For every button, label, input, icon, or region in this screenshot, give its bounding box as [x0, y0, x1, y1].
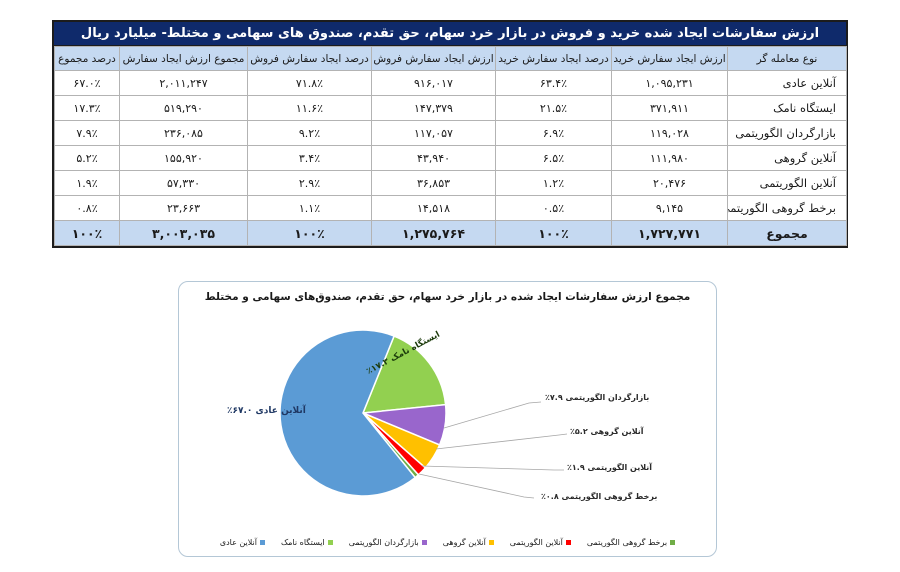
sell-value-cell: ۱۱۷,۰۵۷ — [371, 120, 496, 146]
slice-label-online-normal: آنلاین عادی ۶۷.۰٪ — [227, 406, 306, 416]
sell-value-cell: ۱۴,۵۱۸ — [371, 195, 496, 221]
total-buy-percent-cell: ۱۰۰٪ — [495, 220, 612, 246]
total-buy-value-cell: ۱,۷۲۷,۷۷۱ — [611, 220, 728, 246]
callout-online-algo: آنلاین الگوریتمی ۱.۹٪ — [567, 463, 653, 472]
total-value-cell: ۵۱۹,۲۹۰ — [119, 95, 248, 121]
total-percent-cell: ۱.۹٪ — [54, 170, 120, 196]
legend-swatch-icon — [259, 540, 265, 545]
trader-type-cell: آنلاین عادی — [727, 70, 847, 96]
buy-value-cell: ۱۱۹,۰۲۸ — [611, 120, 728, 146]
data-table: نوع معامله گر ارزش ایجاد سفارش خرید درصد… — [54, 46, 847, 246]
total-value-cell: ۲۳,۶۶۳ — [119, 195, 248, 221]
callout-online-group-algo: برخط گروهی الگوریتمی ۰.۸٪ — [541, 492, 658, 501]
total-sell-value-cell: ۱,۲۷۵,۷۶۴ — [371, 220, 496, 246]
col-header-total-value: مجموع ارزش ایجاد سفارش — [119, 46, 248, 71]
table-row: آنلاین گروهی ۱۱۱,۹۸۰ ۶.۵٪ ۴۳,۹۴۰ ۳.۴٪ ۱۵… — [54, 145, 847, 171]
legend-label: بازارگردان الگوریتمی — [348, 538, 419, 547]
legend-label: برخط گروهی الگوریتمی — [586, 538, 668, 547]
col-header-trader-type: نوع معامله گر — [727, 46, 847, 71]
legend-swatch-icon — [670, 540, 676, 545]
legend-swatch-icon — [565, 540, 571, 545]
total-value-cell: ۵۷,۳۳۰ — [119, 170, 248, 196]
sell-percent-cell: ۱۱.۶٪ — [247, 95, 372, 121]
buy-value-cell: ۱۱۱,۹۸۰ — [611, 145, 728, 171]
legend-label: آنلاین گروهی — [442, 538, 486, 547]
pie-chart-panel: مجموع ارزش سفارشات ایجاد شده در بازار خر… — [178, 281, 717, 557]
legend-item: آنلاین الگوریتمی — [510, 538, 571, 547]
sell-value-cell: ۴۳,۹۴۰ — [371, 145, 496, 171]
total-percent-cell: ۶۷.۰٪ — [54, 70, 120, 96]
buy-value-cell: ۲۰,۴۷۶ — [611, 170, 728, 196]
total-value-cell: ۲۳۶,۰۸۵ — [119, 120, 248, 146]
trader-type-cell: آنلاین الگوریتمی — [727, 170, 847, 196]
total-percent-cell: ۱۷.۳٪ — [54, 95, 120, 121]
legend-swatch-icon — [488, 540, 494, 545]
buy-percent-cell: ۶.۵٪ — [495, 145, 612, 171]
trader-type-cell: ایستگاه نامک — [727, 95, 847, 121]
legend-label: آنلاین الگوریتمی — [509, 538, 563, 547]
buy-value-cell: ۱,۰۹۵,۲۳۱ — [611, 70, 728, 96]
buy-value-cell: ۳۷۱,۹۱۱ — [611, 95, 728, 121]
buy-percent-cell: ۱.۲٪ — [495, 170, 612, 196]
table-row: آنلاین عادی ۱,۰۹۵,۲۳۱ ۶۳.۴٪ ۹۱۶,۰۱۷ ۷۱.۸… — [54, 70, 847, 96]
table-row: آنلاین الگوریتمی ۲۰,۴۷۶ ۱.۲٪ ۳۶,۸۵۳ ۲.۹٪… — [54, 170, 847, 196]
callout-online-group: آنلاین گروهی ۵.۲٪ — [570, 427, 644, 436]
pie-slice — [279, 329, 417, 497]
table-row: برخط گروهی الگوریتمی ۹,۱۴۵ ۰.۵٪ ۱۴,۵۱۸ ۱… — [54, 195, 847, 221]
table-title: ارزش سفارشات ایجاد شده خرید و فروش در با… — [54, 22, 846, 46]
total-value-cell: ۱۵۵,۹۲۰ — [119, 145, 248, 171]
total-sell-percent-cell: ۱۰۰٪ — [247, 220, 372, 246]
total-percent-cell: ۰.۸٪ — [54, 195, 120, 221]
legend-item: برخط گروهی الگوریتمی — [586, 538, 676, 547]
chart-title: مجموع ارزش سفارشات ایجاد شده در بازار خر… — [204, 291, 691, 303]
trader-type-cell: برخط گروهی الگوریتمی — [727, 195, 847, 221]
total-percent-cell: ۷.۹٪ — [54, 120, 120, 146]
buy-percent-cell: ۶.۹٪ — [495, 120, 612, 146]
buy-value-cell: ۹,۱۴۵ — [611, 195, 728, 221]
trader-type-cell: آنلاین گروهی — [727, 145, 847, 171]
legend-label: ایستگاه نامک — [280, 538, 325, 547]
buy-percent-cell: ۲۱.۵٪ — [495, 95, 612, 121]
buy-percent-cell: ۰.۵٪ — [495, 195, 612, 221]
legend-item: بازارگردان الگوریتمی — [349, 538, 427, 547]
sell-value-cell: ۱۴۷,۳۷۹ — [371, 95, 496, 121]
legend-item: ایستگاه نامک — [281, 538, 333, 547]
legend-item: آنلاین گروهی — [443, 538, 494, 547]
legend-swatch-icon — [421, 540, 427, 545]
sell-percent-cell: ۹.۲٪ — [247, 120, 372, 146]
pie-chart — [279, 329, 568, 499]
legend-swatch-icon — [327, 540, 333, 545]
order-value-table: ارزش سفارشات ایجاد شده خرید و فروش در با… — [52, 20, 848, 248]
col-header-sell-percent: درصد ایجاد سفارش فروش — [247, 46, 372, 71]
leader-lines — [418, 401, 568, 499]
col-header-buy-percent: درصد ایجاد سفارش خرید — [495, 46, 612, 71]
table-row: ایستگاه نامک ۳۷۱,۹۱۱ ۲۱.۵٪ ۱۴۷,۳۷۹ ۱۱.۶٪… — [54, 95, 847, 121]
col-header-sell-value: ارزش ایجاد سفارش فروش — [371, 46, 496, 71]
grand-total-percent-cell: ۱۰۰٪ — [54, 220, 120, 246]
total-value-cell: ۲,۰۱۱,۲۴۷ — [119, 70, 248, 96]
sell-percent-cell: ۳.۴٪ — [247, 145, 372, 171]
sell-value-cell: ۳۶,۸۵۳ — [371, 170, 496, 196]
grand-total-value-cell: ۳,۰۰۳,۰۳۵ — [119, 220, 248, 246]
sell-percent-cell: ۷۱.۸٪ — [247, 70, 372, 96]
total-row: مجموع ۱,۷۲۷,۷۷۱ ۱۰۰٪ ۱,۲۷۵,۷۶۴ ۱۰۰٪ ۳,۰۰… — [54, 220, 847, 246]
header-row: نوع معامله گر ارزش ایجاد سفارش خرید درصد… — [54, 46, 847, 71]
total-label-cell: مجموع — [727, 220, 847, 246]
chart-legend: آنلاین عادی ایستگاه نامک بازارگردان الگو… — [179, 538, 716, 547]
sell-value-cell: ۹۱۶,۰۱۷ — [371, 70, 496, 96]
pie-slice — [361, 335, 447, 414]
buy-percent-cell: ۶۳.۴٪ — [495, 70, 612, 96]
sell-percent-cell: ۱.۱٪ — [247, 195, 372, 221]
sell-percent-cell: ۲.۹٪ — [247, 170, 372, 196]
legend-item: آنلاین عادی — [220, 538, 265, 547]
callout-market-maker-algo: بازارگردان الگوریتمی ۷.۹٪ — [545, 393, 650, 402]
legend-label: آنلاین عادی — [219, 538, 257, 547]
pie-slices — [279, 329, 447, 497]
col-header-buy-value: ارزش ایجاد سفارش خرید — [611, 46, 728, 71]
trader-type-cell: بازارگردان الگوریتمی — [727, 120, 847, 146]
total-percent-cell: ۵.۲٪ — [54, 145, 120, 171]
table-row: بازارگردان الگوریتمی ۱۱۹,۰۲۸ ۶.۹٪ ۱۱۷,۰۵… — [54, 120, 847, 146]
col-header-total-percent: درصد مجموع — [54, 46, 120, 71]
